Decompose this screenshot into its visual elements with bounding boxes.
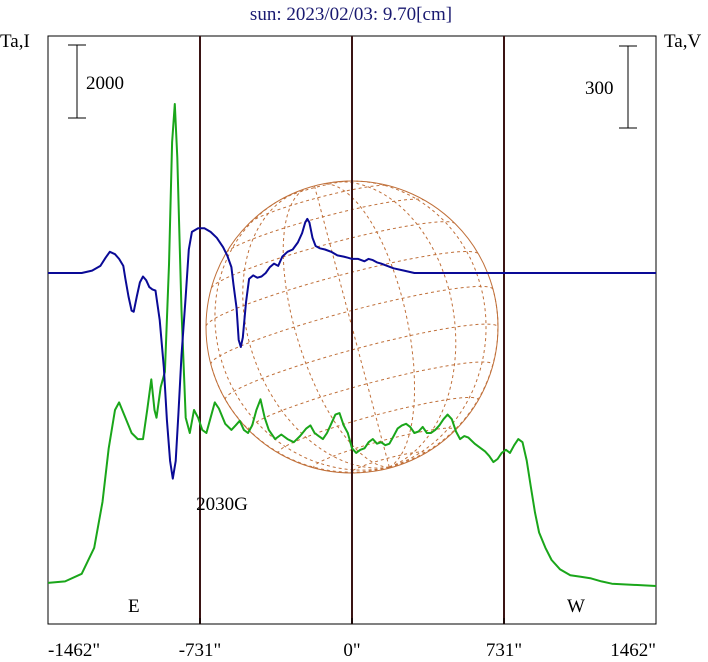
vertical-markers xyxy=(199,36,505,624)
meridian-line xyxy=(214,202,390,471)
x-tick-label: -731" xyxy=(179,640,222,661)
left-axis-label: Ta,I xyxy=(0,31,30,52)
left-scale-bar xyxy=(68,44,86,119)
x-axis-ticks: -1462" -731" 0" 731" 1462" xyxy=(47,618,657,661)
right-scale-bar xyxy=(619,45,637,129)
series-layer xyxy=(47,103,657,587)
meridian-line xyxy=(282,188,390,468)
x-tick-label: 731" xyxy=(486,640,522,661)
east-limb-label: E xyxy=(128,596,140,617)
x-tick-label: 1462" xyxy=(610,640,656,661)
right-scale-bar-label: 300 xyxy=(585,78,614,99)
left-scale-bar-label: 2000 xyxy=(86,73,124,94)
parallel-line xyxy=(211,221,455,289)
meridian-line xyxy=(356,180,487,468)
chart-title: sun: 2023/02/03: 9.70[cm] xyxy=(250,4,452,25)
parallel-line xyxy=(224,323,499,400)
series-line-ta-v xyxy=(48,217,656,480)
parallel-line xyxy=(351,451,426,474)
series-line-ta-i xyxy=(47,103,657,587)
right-axis-label: Ta,V xyxy=(664,31,701,52)
parallel-line xyxy=(282,180,348,199)
parallel-line xyxy=(313,427,456,469)
active-region-label: 2030G xyxy=(196,494,248,515)
x-tick-label: 0" xyxy=(343,640,360,661)
west-limb-label: W xyxy=(567,596,585,617)
parallel-line xyxy=(278,397,479,455)
x-tick-label: -1462" xyxy=(48,640,100,661)
parallel-line xyxy=(226,198,424,253)
meridian-line xyxy=(330,181,457,468)
meridian-line xyxy=(242,190,390,469)
parallel-line xyxy=(247,361,494,431)
meridian-line xyxy=(322,183,415,468)
parallel-line xyxy=(249,184,389,223)
